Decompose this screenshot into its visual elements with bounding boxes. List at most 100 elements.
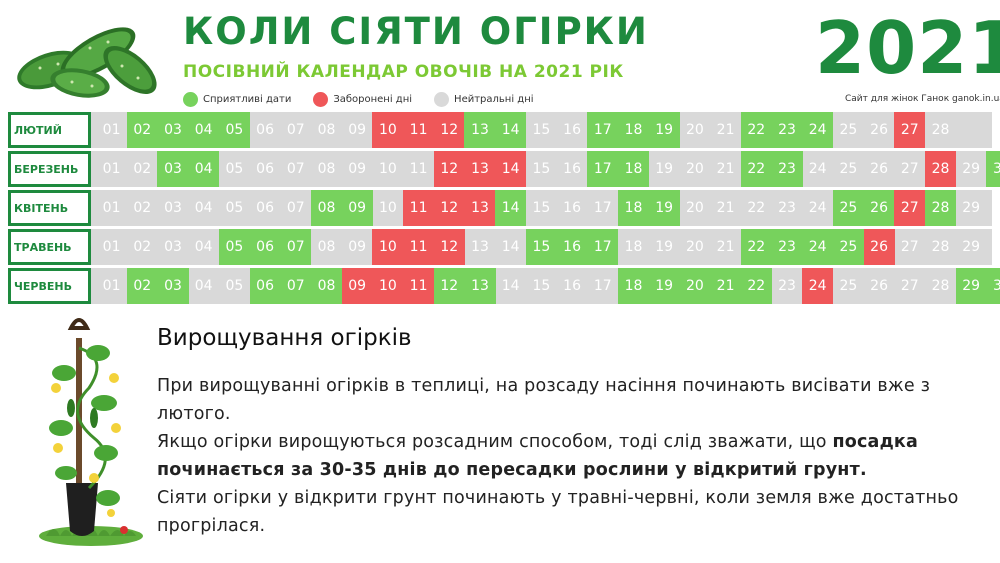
day-cell: 24: [808, 200, 827, 216]
calendar-row: КВІТЕНЬ 01 02 03 04 05 06 07 08 09 10 11 12 13 14 15 16 1…: [8, 190, 1000, 226]
day-cell: 23: [778, 278, 796, 294]
day-cell: 15: [532, 278, 551, 294]
day-cell: 29: [955, 268, 987, 304]
day-cell: 22: [740, 268, 772, 304]
cucumber-icon: [17, 27, 157, 98]
day-cell: 24: [802, 268, 834, 304]
paragraph-1: При вирощуванні огірків в теплиці, на ро…: [157, 376, 931, 424]
day-cell: 18: [617, 151, 650, 187]
day-cell: 19: [655, 239, 674, 255]
day-cell: 26: [870, 278, 888, 294]
day-cell: 19: [648, 268, 680, 304]
calendar-row: ТРАВЕНЬ 01 02 03 04 05 06 07 08 09 10 11 12 13 14 15 16 1…: [8, 229, 1000, 265]
day-cell: 19: [648, 112, 680, 148]
site-credit: Сайт для жінок Ганок ganok.in.ua: [845, 94, 1000, 104]
day-cell: 18: [624, 239, 643, 255]
day-cell: 27: [900, 239, 919, 255]
day-cell: 06: [249, 229, 281, 265]
day-cell: 05: [218, 112, 250, 148]
day-cell: 16: [563, 200, 581, 216]
day-cell: 12: [433, 190, 465, 226]
cucumber-plant-shovel-icon: [39, 318, 143, 546]
month-label: ЧЕРВЕНЬ: [8, 268, 91, 304]
day-cell: 14: [495, 151, 527, 187]
day-cell: 04: [188, 151, 220, 187]
day-cell: 25: [832, 190, 864, 226]
legend-dot-favorable: [183, 92, 198, 107]
day-cell: 07: [280, 229, 312, 265]
paragraph-3: Сіяти огірки у відкрити грунт починають …: [157, 488, 959, 536]
day-cell: 02: [133, 161, 152, 177]
day-cell: 26: [870, 161, 888, 177]
month-label: КВІТЕНЬ: [8, 190, 91, 226]
section-title: Вирощування огірків: [157, 325, 412, 351]
day-cell: 21: [716, 161, 735, 177]
legend-label-neutral: Нейтральні дні: [454, 94, 534, 105]
day-cell: 01: [102, 122, 121, 138]
paragraph-2-text: Якщо огірки вирощуються розсадним способ…: [157, 432, 833, 452]
day-cell: 27: [894, 112, 926, 148]
day-cell: 19: [648, 190, 680, 226]
day-cell: 08: [317, 239, 336, 255]
day-cell: 10: [372, 112, 404, 148]
day-cell: 24: [802, 229, 834, 265]
day-cell: 30: [992, 239, 1000, 255]
day-cell: 08: [317, 161, 336, 177]
legend-dot-neutral: [434, 92, 450, 107]
day-cell: 01: [102, 239, 121, 255]
day-cell: 07: [286, 200, 305, 216]
month-label: ЛЮТИЙ: [8, 112, 91, 148]
day-cell: 10: [372, 229, 404, 265]
day-cell: 29: [962, 239, 981, 255]
day-cell: 14: [501, 239, 520, 255]
day-cell: 14: [495, 190, 527, 226]
day-cell: 16: [563, 161, 581, 177]
day-cell: 20: [685, 161, 704, 177]
day-cell: 09: [341, 190, 373, 226]
day-cell: 28: [931, 239, 950, 255]
day-cell: 01: [102, 278, 121, 294]
day-cell: 01: [102, 161, 121, 177]
legend-item-forbidden: Заборонені дні: [313, 92, 412, 107]
day-cell: 23: [771, 112, 803, 148]
day-cell: 11: [403, 268, 435, 304]
day-cell: 16: [563, 278, 581, 294]
day-cell: 04: [194, 278, 213, 294]
day-cell: 02: [133, 239, 152, 255]
day-cell: 22: [740, 112, 772, 148]
day-cell: 02: [126, 268, 158, 304]
day-cell: 03: [157, 112, 189, 148]
day-cell: 21: [710, 268, 742, 304]
day-cell: 01: [102, 200, 121, 216]
day-cell: 30: [986, 268, 1000, 304]
day-cell: 22: [740, 151, 772, 187]
day-cell: 27: [900, 278, 919, 294]
day-cell: 05: [218, 229, 250, 265]
day-cell: 26: [870, 122, 888, 138]
day-cell: 12: [433, 268, 465, 304]
day-cell: 07: [286, 122, 305, 138]
month-label: ТРАВЕНЬ: [8, 229, 91, 265]
day-cell: 11: [403, 112, 435, 148]
day-cell: 13: [464, 268, 496, 304]
day-cell: 03: [157, 268, 189, 304]
day-cell: 21: [716, 122, 735, 138]
day-cell: 30: [992, 200, 1000, 216]
day-cell: 09: [348, 239, 367, 255]
day-cell: 10: [372, 268, 404, 304]
day-cell: 26: [863, 229, 895, 265]
day-cell: 21: [716, 200, 735, 216]
day-cell: 05: [225, 200, 244, 216]
day-cell: 10: [378, 200, 397, 216]
legend: Сприятливі дати Заборонені дні Нейтральн…: [183, 92, 534, 107]
day-cell: 05: [225, 161, 244, 177]
day-cell: 15: [532, 122, 551, 138]
page-subtitle: ПОСІВНИЙ КАЛЕНДАР ОВОЧІВ НА 2021 РІК: [183, 62, 624, 82]
day-cell: 29: [962, 200, 981, 216]
day-cell: 06: [256, 122, 274, 138]
calendar-row: ЧЕРВЕНЬ 01 02 03 04 05 06 07 08 09 10 11 12 13 14 15 16 1…: [8, 268, 1000, 304]
day-cell: 16: [563, 122, 581, 138]
day-cell: 20: [685, 239, 704, 255]
day-cell: 03: [157, 151, 189, 187]
day-cell: 22: [747, 200, 766, 216]
